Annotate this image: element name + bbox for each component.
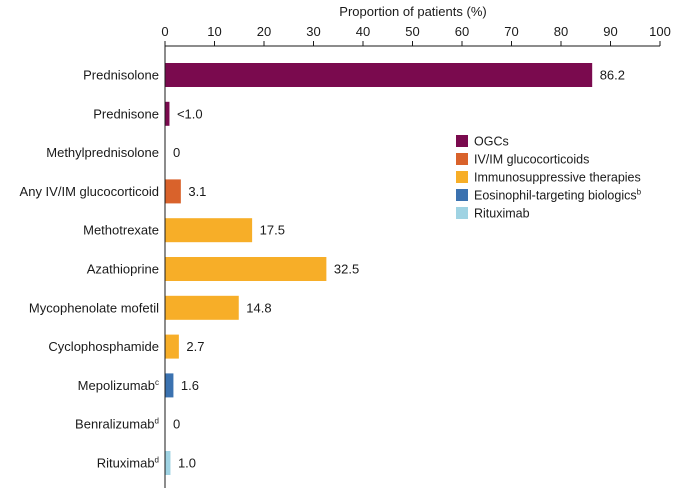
category-label: Prednisone	[93, 106, 159, 121]
legend-swatch	[456, 171, 468, 183]
category-label: Azathioprine	[87, 262, 159, 277]
x-tick-label: 60	[455, 24, 469, 39]
legend-swatch	[456, 135, 468, 147]
bar	[165, 218, 253, 243]
legend-label: IV/IM glucocorticoids	[474, 153, 589, 167]
category-label: Rituximabd	[97, 456, 159, 471]
x-tick-label: 40	[356, 24, 370, 39]
legend-label: Eosinophil-targeting biologicsb	[474, 188, 642, 203]
bars: Prednisolone 86.2 Prednisone <1.0 Methylpred…	[20, 63, 625, 475]
x-tick-label: 10	[207, 24, 221, 39]
category-label: Mycophenolate mofetil	[29, 300, 159, 315]
x-tick-label: 70	[504, 24, 518, 39]
data-label: 2.7	[186, 339, 204, 354]
data-label: 0	[173, 417, 180, 432]
category-label: Methylprednisolone	[46, 145, 159, 160]
x-axis: 0 10 20 30 40 50 60 70 80 90 100	[161, 24, 671, 488]
legend-swatch	[456, 189, 468, 201]
legend-swatch	[456, 153, 468, 165]
data-label: 86.2	[600, 68, 625, 83]
data-label: 0	[173, 145, 180, 160]
bar	[165, 295, 239, 320]
bar	[165, 101, 170, 126]
x-tick-label: 90	[603, 24, 617, 39]
legend: OGCs IV/IM glucocorticoids Immunosuppressi…	[456, 135, 642, 221]
x-axis-title: Proportion of patients (%)	[339, 4, 486, 19]
category-label: Any IV/IM glucocorticoid	[20, 184, 159, 199]
category-label: Benralizumabd	[75, 417, 159, 432]
x-tick-label: 100	[649, 24, 671, 39]
legend-label: Immunosuppressive therapies	[474, 171, 641, 185]
bar	[165, 334, 179, 359]
x-tick-label: 20	[257, 24, 271, 39]
legend-swatch	[456, 207, 468, 219]
category-label: Methotrexate	[83, 223, 159, 238]
category-label: Cyclophosphamide	[48, 339, 159, 354]
data-label: 1.6	[181, 378, 199, 393]
bar	[165, 373, 174, 398]
x-tick-label: 80	[554, 24, 568, 39]
data-label: 32.5	[334, 262, 359, 277]
category-label: Mepolizumabc	[78, 378, 159, 393]
data-label: 17.5	[260, 223, 285, 238]
data-label: 3.1	[188, 184, 206, 199]
x-tick-label: 30	[306, 24, 320, 39]
category-label: Prednisolone	[83, 68, 159, 83]
data-label: 14.8	[246, 300, 271, 315]
legend-label: OGCs	[474, 135, 509, 149]
x-tick-label: 50	[405, 24, 419, 39]
x-tick-label: 0	[161, 24, 168, 39]
bar	[165, 179, 181, 204]
legend-label: Rituximab	[474, 207, 530, 221]
bar	[165, 451, 171, 475]
data-label: <1.0	[177, 106, 203, 121]
data-label: 1.0	[178, 456, 196, 471]
bar	[165, 257, 327, 281]
bar	[165, 63, 593, 87]
